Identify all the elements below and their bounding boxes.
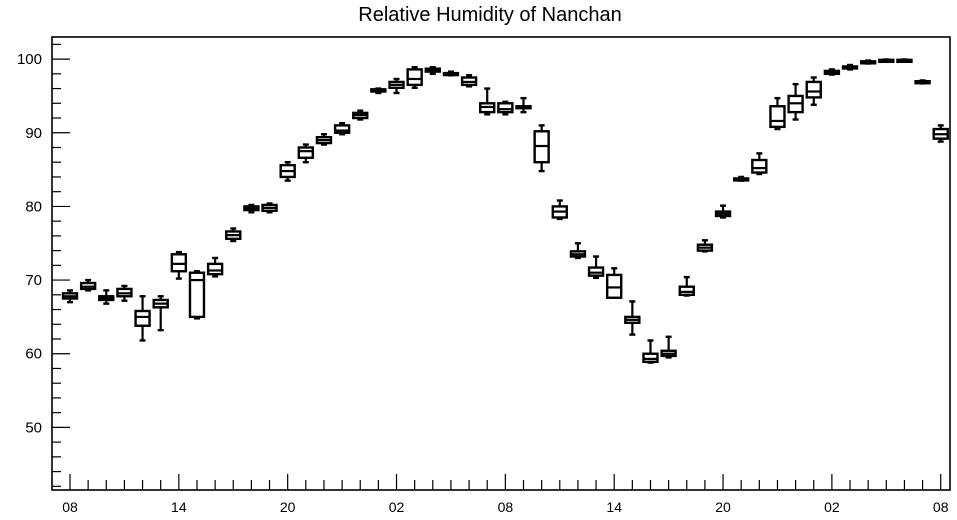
box-hour-23 [479, 87, 496, 116]
x-tick-label: 20 [715, 499, 731, 515]
box-hour-30 [606, 267, 623, 299]
box-hour-7 [188, 270, 206, 320]
box-hour-26 [533, 124, 550, 173]
iqr-box [134, 309, 151, 327]
box-hour-24 [497, 100, 514, 116]
box-hour-35 [696, 239, 714, 253]
box-hour-37 [732, 175, 750, 182]
plot-frame [51, 36, 951, 491]
box-hour-31 [624, 300, 641, 336]
box-hour-29 [587, 255, 605, 280]
iqr-box [188, 271, 206, 319]
y-tick-label: 100 [17, 51, 42, 68]
axes: 50 60 70 80 90 100 08 14 20 02 08 14 20 02 08 [17, 43, 949, 515]
box-hour-18 [388, 77, 405, 95]
box-hour-5 [152, 295, 169, 332]
box-hour-32 [642, 339, 659, 364]
box-hour-9 [225, 227, 242, 243]
box-hour-42 [823, 68, 841, 76]
box-hour-21 [442, 70, 460, 77]
iqr-box [406, 68, 423, 87]
iqr-box [170, 253, 188, 273]
iqr-box [587, 266, 605, 277]
iqr-box [642, 352, 659, 364]
box-hour-36 [714, 204, 732, 219]
y-tick-label: 80 [25, 198, 42, 215]
boxes [61, 58, 949, 364]
iqr-box [769, 105, 786, 129]
iqr-box [333, 124, 351, 134]
box-hour-48 [932, 124, 949, 143]
box-hour-16 [352, 109, 369, 121]
box-hour-34 [678, 275, 695, 297]
box-hour-20 [424, 65, 441, 76]
box-hour-8 [206, 256, 224, 278]
x-tick-label: 20 [280, 499, 296, 515]
x-tick-label: 14 [171, 499, 187, 515]
box-hour-38 [751, 152, 768, 176]
box-hour-11 [261, 202, 278, 214]
chart-title: Relative Humidity of Nanchan [358, 4, 621, 26]
iqr-box [297, 146, 315, 160]
box-hour-14 [315, 133, 333, 146]
x-tick-label: 08 [62, 499, 78, 515]
box-hour-43 [841, 63, 859, 71]
y-tick-label: 90 [25, 125, 42, 142]
x-tick-label: 14 [606, 499, 622, 515]
box-hour-19 [406, 65, 423, 90]
y-tick-label: 60 [25, 346, 42, 363]
iqr-box [606, 273, 623, 299]
x-tick-label: 02 [824, 499, 840, 515]
x-tick-label: 08 [933, 499, 949, 515]
box-hour-41 [805, 76, 822, 106]
box-hour-44 [859, 59, 877, 65]
box-hour-0 [61, 289, 79, 304]
box-hour-10 [243, 203, 260, 214]
iqr-box [751, 158, 768, 174]
box-hour-39 [769, 96, 786, 131]
box-hour-28 [569, 242, 587, 260]
box-hour-3 [116, 284, 133, 302]
box-hour-25 [515, 96, 532, 114]
x-tick-label: 08 [498, 499, 514, 515]
box-hour-33 [660, 335, 677, 359]
box-hour-13 [297, 143, 315, 164]
box-hour-12 [279, 161, 296, 182]
box-hour-1 [79, 278, 97, 292]
box-hour-2 [98, 289, 115, 305]
y-tick-label: 70 [25, 272, 42, 289]
box-hour-17 [370, 87, 387, 95]
box-hour-47 [914, 79, 931, 85]
box-hour-4 [134, 295, 151, 342]
box-hour-15 [333, 121, 351, 136]
iqr-box [206, 262, 224, 276]
x-tick-label: 02 [389, 499, 405, 515]
box-hour-45 [878, 58, 895, 64]
box-hour-22 [460, 74, 478, 88]
iqr-box [497, 102, 514, 114]
box-hour-40 [787, 82, 804, 121]
box-hour-46 [896, 58, 913, 64]
y-tick-label: 50 [25, 419, 42, 436]
box-hour-6 [170, 250, 188, 280]
box-hour-27 [551, 199, 568, 221]
iqr-box [678, 285, 695, 297]
iqr-box [805, 80, 822, 99]
